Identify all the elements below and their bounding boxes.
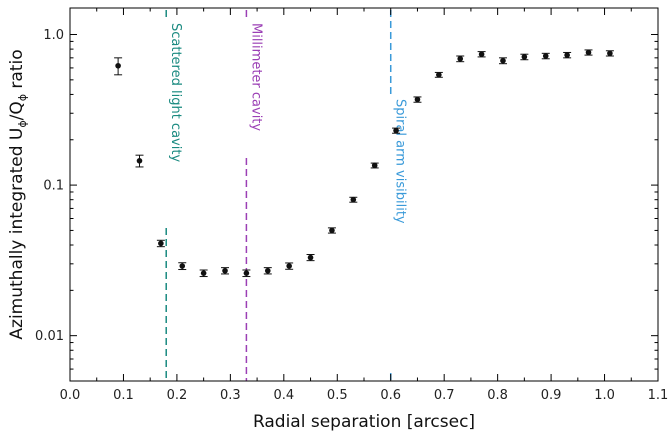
data-point — [520, 53, 529, 61]
x-tick-label: 0.7 — [434, 388, 455, 403]
data-point — [434, 71, 443, 78]
x-axis-label: Radial separation [arcsec] — [253, 412, 475, 432]
point-marker — [521, 54, 528, 60]
data-point — [327, 227, 336, 234]
data-point — [285, 262, 294, 270]
data-points — [114, 49, 614, 278]
x-tick-label: 0.6 — [380, 388, 401, 403]
axis-ticks: 0.0 0.1 0.2 0.3 0.4 0.5 0.6 0.7 0.8 0.9 1.0 1.1 0.01… — [35, 8, 668, 403]
x-tick-label: 0.1 — [113, 388, 134, 403]
data-point — [584, 49, 593, 56]
point-marker — [585, 49, 592, 56]
data-point — [541, 52, 550, 60]
y-axis-label-sub1: ϕ — [16, 120, 29, 127]
data-point — [263, 267, 272, 275]
point-marker — [542, 53, 549, 59]
y-axis-label-sub2: ϕ — [16, 94, 29, 101]
data-point — [498, 57, 507, 65]
point-marker — [179, 263, 186, 269]
y-tick-label: 0.01 — [35, 329, 64, 344]
x-tick-label: 1.0 — [594, 388, 615, 403]
point-marker — [329, 227, 335, 234]
data-point — [370, 162, 379, 169]
annotation-label: Scattered light cavity — [168, 23, 183, 162]
point-marker — [607, 50, 613, 57]
data-point — [156, 239, 165, 248]
data-point — [456, 55, 465, 63]
data-point — [242, 269, 251, 278]
y-axis-label-end: ratio — [7, 49, 27, 94]
point-marker — [264, 267, 271, 274]
point-marker — [243, 270, 250, 276]
point-marker — [200, 270, 207, 276]
x-tick-label: 1.1 — [648, 388, 668, 403]
point-marker — [457, 55, 464, 62]
point-marker — [564, 52, 570, 58]
point-marker — [136, 157, 143, 164]
y-axis-label-main: Azimuthally integrated U — [7, 128, 27, 340]
data-point — [392, 127, 401, 134]
point-marker — [436, 72, 442, 78]
data-point — [114, 57, 123, 76]
point-marker — [158, 240, 164, 247]
x-tick-label: 0.5 — [327, 388, 348, 403]
data-point — [605, 50, 614, 57]
x-tick-label: 0.8 — [487, 388, 508, 403]
plot-frame — [69, 7, 659, 382]
point-marker — [478, 51, 485, 58]
point-marker — [414, 96, 421, 103]
x-tick-label: 0.0 — [60, 388, 81, 403]
point-marker — [500, 57, 506, 64]
annotation-layer: Scattered light cavity Millimeter cavity S… — [165, 10, 408, 381]
point-marker — [286, 263, 292, 269]
data-point — [221, 267, 230, 275]
data-point — [199, 269, 208, 278]
point-marker — [307, 254, 314, 261]
point-marker — [350, 196, 357, 203]
data-point — [135, 154, 144, 168]
x-tick-label: 0.2 — [167, 388, 188, 403]
data-point — [477, 51, 486, 58]
point-marker — [222, 267, 228, 274]
data-point — [306, 253, 315, 262]
data-point — [178, 262, 187, 271]
y-tick-label: 0.1 — [43, 179, 64, 194]
annotation-label: Millimeter cavity — [248, 23, 263, 131]
data-point — [413, 96, 422, 103]
point-marker — [371, 162, 378, 169]
y-axis-label: Azimuthally integrated Uϕ/Qϕ ratio — [7, 49, 29, 339]
data-point — [349, 196, 358, 203]
point-marker — [115, 62, 121, 69]
data-point — [563, 51, 572, 59]
y-tick-label: 1.0 — [43, 28, 64, 43]
x-tick-label: 0.4 — [273, 388, 294, 403]
y-axis-label-mid: /Q — [7, 101, 27, 120]
x-tick-label: 0.9 — [541, 388, 562, 403]
point-marker — [393, 127, 399, 134]
annotation-label: Spiral arm visibility — [393, 99, 408, 224]
x-tick-label: 0.3 — [220, 388, 241, 403]
